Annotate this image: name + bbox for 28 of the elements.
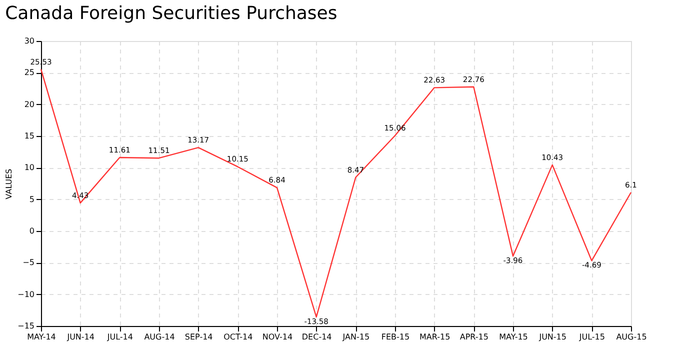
y-tick-label: 5 [29, 194, 34, 204]
y-tick-label: −15 [18, 322, 34, 330]
x-tick-label: MAY-14 [27, 332, 56, 342]
y-tick-label: 0 [29, 226, 34, 236]
chart-title: Canada Foreign Securities Purchases [5, 3, 338, 24]
x-tick-label: JUN-15 [538, 332, 566, 342]
y-axis-title: VALUES [4, 168, 14, 200]
x-tick-label: APR-15 [460, 332, 488, 342]
y-tick-label: 10 [24, 163, 34, 172]
x-tick-label: AUG-14 [144, 332, 175, 342]
x-tick-label: AUG-15 [616, 332, 647, 342]
y-tick-label: 15 [24, 132, 34, 140]
y-tick-label: 20 [24, 100, 34, 109]
y-tick-label: 30 [24, 36, 34, 46]
x-tick-label: OCT-14 [224, 332, 253, 342]
x-tick-label: DEC-14 [302, 332, 332, 342]
x-tick-label: SEP-14 [184, 332, 213, 342]
x-tick-label: JUN-14 [66, 332, 94, 342]
x-tick-label: JUL-14 [106, 332, 133, 342]
x-tick-label: JUL-15 [578, 332, 605, 342]
y-tick-label: −10 [18, 290, 34, 299]
x-tick-label: JAN-15 [342, 332, 370, 342]
x-tick-label: NOV-14 [262, 332, 293, 342]
x-tick-label: MAY-15 [499, 332, 528, 342]
y-tick-label: −5 [22, 258, 34, 268]
x-tick-label: MAR-15 [419, 332, 450, 342]
x-tick-label: FEB-15 [381, 332, 410, 342]
y-tick-label: 25 [24, 68, 34, 78]
